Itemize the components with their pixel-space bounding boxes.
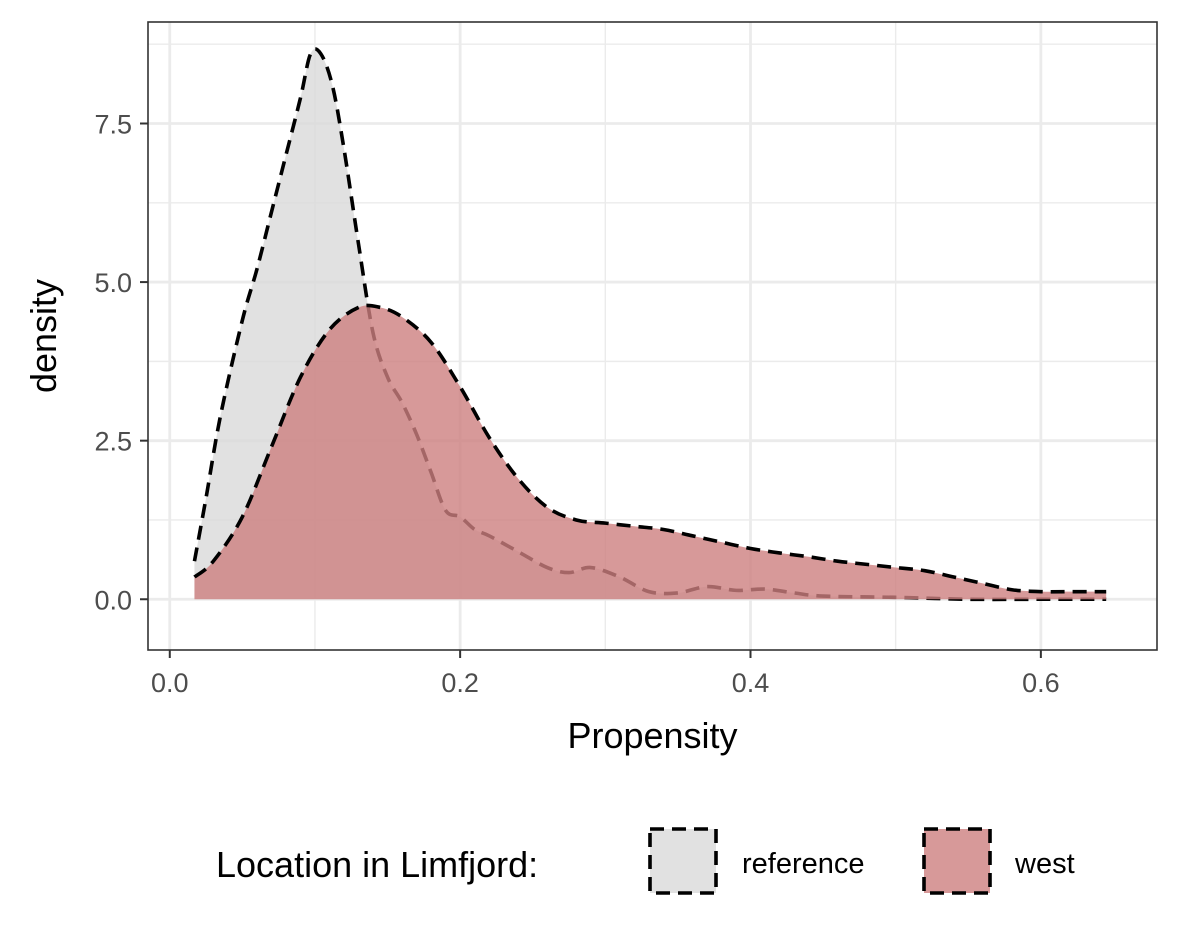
legend-item-west: west: [922, 827, 1075, 895]
y-axis-title: density: [23, 279, 64, 393]
x-tick-label: 0.6: [1022, 668, 1060, 698]
x-axis-title: Propensity: [567, 715, 737, 756]
y-tick-label: 0.0: [94, 585, 132, 615]
legend-label-west: west: [1014, 848, 1075, 880]
legend-items: reference west: [648, 827, 1075, 895]
legend-title: Location in Limfjord:: [216, 844, 538, 885]
legend-key-west: [922, 827, 992, 895]
density-series: [192, 47, 1107, 602]
density-line-west: [193, 303, 1107, 594]
legend-key-reference: [648, 827, 718, 895]
y-tick-label: 7.5: [94, 109, 132, 139]
y-tick-label: 5.0: [94, 268, 132, 298]
legend-item-reference: reference: [648, 827, 865, 895]
legend-label-reference: reference: [742, 848, 865, 880]
x-tick-label: 0.4: [732, 668, 770, 698]
legend: Location in Limfjord: reference west: [216, 827, 1075, 895]
plot-panel-border: [147, 21, 1158, 651]
axes: 0.0 0.2 0.4 0.6 0.0 2.5 5.0 7.5: [94, 109, 1059, 698]
x-tick-label: 0.0: [151, 668, 189, 698]
x-tick-label: 0.2: [441, 668, 479, 698]
y-tick-label: 2.5: [94, 427, 132, 457]
density-area-west: [194, 305, 1107, 600]
